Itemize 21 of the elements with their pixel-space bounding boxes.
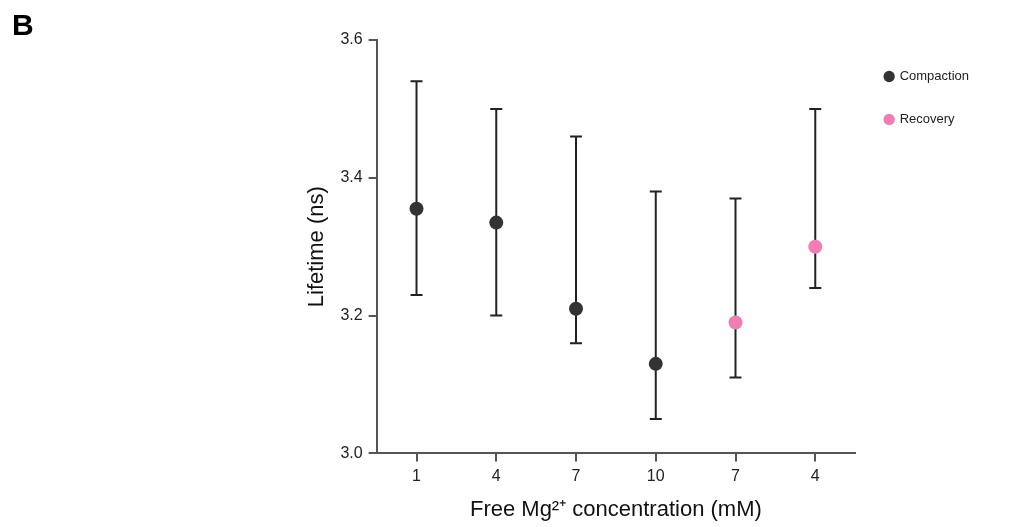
y-tick-label: 3.0: [340, 443, 363, 461]
point: [569, 301, 584, 316]
y-tick-label: 3.6: [340, 30, 363, 48]
x-tick-label: 7: [731, 467, 741, 485]
x-tick-label: 4: [810, 467, 820, 485]
legend-label: Compaction: [899, 68, 970, 84]
point: [648, 356, 663, 371]
x-tick-label: 1: [412, 467, 422, 485]
x-tick-label: 7: [571, 467, 581, 485]
y-tick-label: 3.2: [340, 306, 363, 324]
point: [728, 315, 743, 330]
legend-label: Recovery: [899, 111, 956, 127]
x-axis-title: Free Mg²⁺ concentration (mM): [469, 495, 762, 521]
x-tick-label: 10: [646, 467, 665, 485]
x-tick-label: 4: [491, 467, 501, 485]
y-tick-label: 3.4: [340, 168, 363, 186]
point: [409, 201, 424, 216]
y-axis-title: Lifetime (ns): [303, 186, 329, 308]
point: [489, 215, 504, 230]
text: B: [12, 8, 34, 42]
point: [808, 239, 823, 254]
